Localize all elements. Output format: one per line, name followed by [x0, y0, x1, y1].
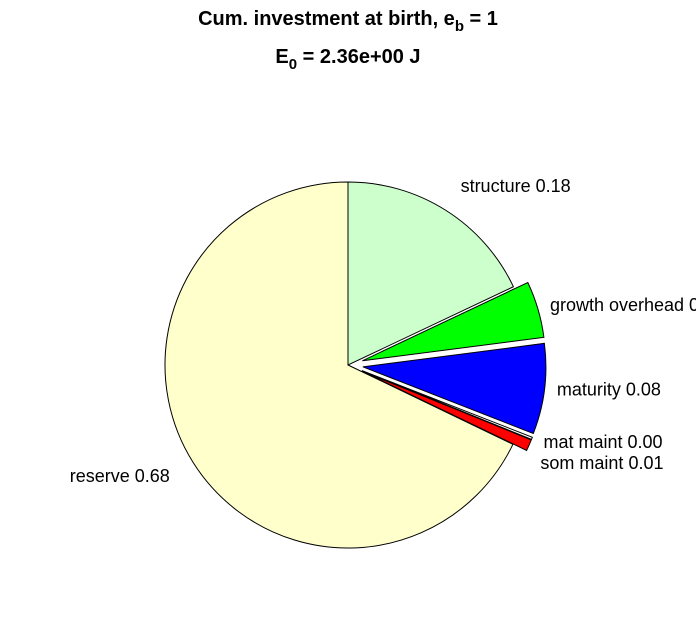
title-main: Cum. investment at birth, e — [198, 8, 455, 30]
pie-slice — [362, 342, 547, 435]
title-sub: b — [455, 18, 464, 35]
slice-value: 0.00 — [628, 432, 663, 452]
slice-name: growth overhead — [550, 295, 684, 315]
slice-value: 0.05 — [689, 295, 696, 315]
slice-value: 0.01 — [628, 453, 663, 473]
slice-label: mat maint 0.00 — [543, 432, 662, 452]
slice-name: som maint — [540, 453, 623, 473]
subtitle-rest: = 2.36e+00 J — [297, 46, 420, 68]
chart-subtitle: E0 = 2.36e+00 J — [275, 46, 420, 73]
slice-label: reserve 0.68 — [70, 466, 170, 486]
slice-name: structure — [461, 176, 531, 196]
slice-name: mat maint — [543, 432, 622, 452]
subtitle-main: E — [275, 46, 288, 68]
subtitle-sub: 0 — [289, 56, 297, 73]
slice-label: structure 0.18 — [461, 176, 571, 196]
slice-value: 0.18 — [536, 176, 571, 196]
pie-slice — [347, 181, 515, 366]
slice-value: 0.08 — [626, 379, 661, 399]
title-rest: = 1 — [464, 8, 498, 30]
slice-value: 0.68 — [135, 466, 170, 486]
slice-label: maturity 0.08 — [557, 379, 661, 399]
pie-slice — [361, 370, 532, 452]
slice-label: growth overhead 0.05 — [550, 295, 696, 315]
pie-slice — [164, 181, 514, 549]
pie-slice — [362, 281, 545, 362]
slice-name: maturity — [557, 379, 621, 399]
pie-slice — [361, 370, 533, 441]
chart-title: Cum. investment at birth, eb = 1 — [198, 8, 498, 35]
slice-name: reserve — [70, 466, 130, 486]
slice-label: som maint 0.01 — [540, 453, 663, 473]
